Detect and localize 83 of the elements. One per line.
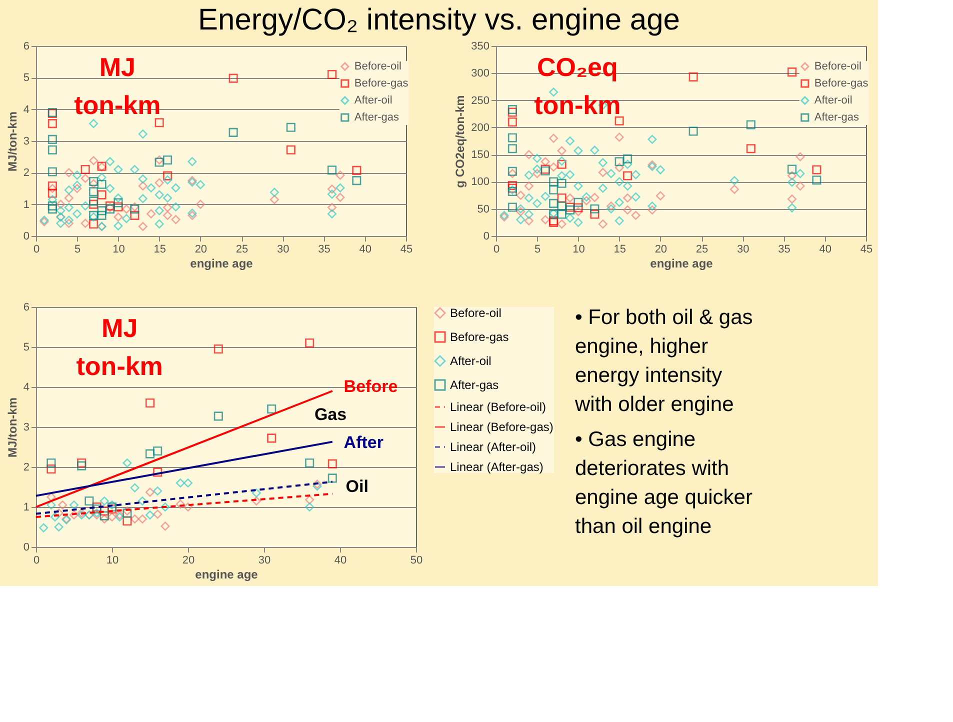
- text: • Gas engine deteriorates with engine age quicker than oil engine: [575, 428, 752, 538]
- y-tick-label: 5: [23, 342, 30, 354]
- annotation: Gas: [314, 405, 347, 424]
- legend-label: After-gas: [354, 112, 400, 124]
- legend-label: After-oil: [450, 354, 492, 368]
- legend-label: After-gas: [450, 378, 499, 392]
- y-tick-label: 0: [483, 230, 490, 242]
- x-tick-label: 30: [737, 244, 750, 256]
- y-tick-label: 0: [23, 542, 30, 554]
- text: • For both oil & gas engine, higher energy intensity with older engine: [574, 306, 753, 416]
- x-tick-label: 0: [493, 244, 500, 256]
- legend-label: Before-oil: [814, 60, 862, 72]
- x-tick-label: 20: [654, 244, 668, 256]
- chart-title: Energy/CO₂ intensity vs. engine age: [198, 4, 680, 36]
- legend-label: After-oil: [354, 94, 392, 106]
- annotation: ton-km: [534, 90, 621, 120]
- x-tick-label: 30: [258, 554, 271, 566]
- x-tick-label: 0: [33, 244, 40, 256]
- x-tick-label: 25: [236, 244, 248, 256]
- y-tick-label: 200: [471, 122, 490, 134]
- x-tick-label: 35: [318, 244, 330, 256]
- x-tick-label: 5: [534, 244, 541, 256]
- x-tick-label: 45: [860, 244, 873, 256]
- y-tick-label: 2: [23, 167, 30, 180]
- x-axis-title: engine age: [195, 568, 258, 582]
- annotation: MJ: [102, 313, 138, 343]
- y-tick-label: 0: [23, 230, 30, 242]
- x-tick-label: 10: [112, 244, 125, 256]
- y-tick-label: 3: [23, 422, 30, 434]
- x-tick-label: 30: [277, 244, 290, 256]
- legend-label: Before-gas: [814, 78, 869, 90]
- y-tick-label: 250: [471, 94, 490, 107]
- x-tick-label: 20: [194, 244, 208, 256]
- y-tick-label: 350: [471, 40, 490, 52]
- y-tick-label: 50: [477, 203, 490, 216]
- annotation: ton-km: [74, 90, 161, 120]
- x-tick-label: 15: [154, 244, 166, 256]
- legend-label: Before-gas: [354, 78, 409, 90]
- y-tick-label: 1: [23, 502, 30, 514]
- x-tick-label: 40: [359, 244, 372, 256]
- y-tick-label: 2: [23, 462, 30, 474]
- y-tick-label: 3: [23, 136, 30, 148]
- x-tick-label: 40: [334, 554, 347, 566]
- y-tick-label: 1: [23, 198, 30, 211]
- y-axis-title: g CO2eq/ton-km: [453, 95, 468, 188]
- x-tick-label: 45: [400, 244, 413, 256]
- x-tick-label: 10: [572, 244, 585, 256]
- legend-label: After-gas: [814, 112, 860, 124]
- legend-label: Linear (After-oil): [450, 440, 536, 454]
- y-tick-label: 300: [471, 68, 490, 80]
- y-tick-label: 5: [23, 72, 30, 84]
- annotation: MJ: [99, 52, 136, 82]
- annotation: Oil: [346, 477, 368, 496]
- legend-label: Before-oil: [450, 306, 502, 320]
- annotation: Before: [344, 376, 398, 396]
- annotation: After: [344, 433, 384, 452]
- x-axis-title: engine age: [190, 256, 254, 270]
- legend-label: Before-gas: [450, 330, 509, 344]
- x-tick-label: 5: [74, 244, 81, 256]
- legend-label: Linear (Before-gas): [450, 420, 554, 434]
- x-tick-label: 20: [182, 554, 195, 566]
- annotation: CO₂eq: [536, 52, 618, 82]
- annotation: ton-km: [76, 351, 163, 381]
- x-tick-label: 15: [614, 244, 626, 256]
- y-tick-label: 100: [471, 176, 490, 188]
- x-tick-label: 35: [778, 244, 790, 256]
- x-tick-label: 50: [410, 554, 423, 566]
- y-tick-label: 150: [471, 149, 490, 162]
- legend-label: Before-oil: [354, 60, 402, 72]
- y-tick-label: 4: [23, 382, 30, 394]
- x-tick-label: 0: [33, 554, 40, 566]
- y-tick-label: 6: [23, 40, 30, 52]
- legend-label: Linear (Before-oil): [450, 400, 546, 414]
- x-tick-label: 25: [696, 244, 708, 256]
- y-tick-label: 4: [23, 104, 30, 116]
- legend-label: After-oil: [814, 94, 852, 106]
- x-tick-label: 40: [819, 244, 832, 256]
- legend-label: Linear (After-gas): [450, 460, 544, 474]
- x-tick-label: 10: [106, 554, 119, 566]
- x-axis-title: engine age: [650, 256, 714, 270]
- y-axis-title: MJ/ton-km: [5, 112, 20, 172]
- y-tick-label: 6: [23, 302, 30, 314]
- y-axis-title: MJ/ton-km: [5, 398, 20, 458]
